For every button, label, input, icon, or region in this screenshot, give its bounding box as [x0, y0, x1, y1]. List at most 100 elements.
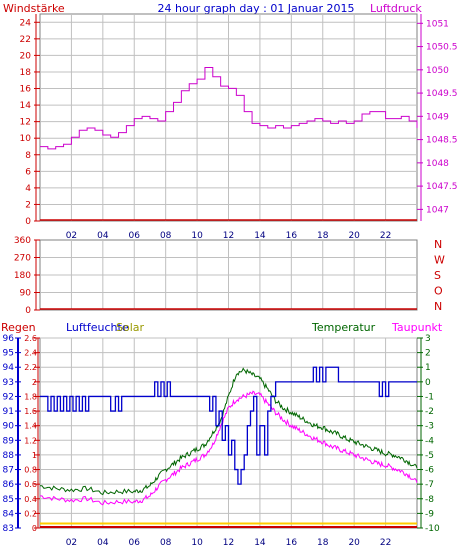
- p3-temp-tick-label: -7: [425, 480, 434, 490]
- direction-label: W: [434, 254, 445, 267]
- p3-humidity-tick-label: 88: [3, 451, 15, 461]
- p1-left-tick-label: 16: [20, 85, 32, 95]
- p1-left-tick-label: 10: [20, 134, 32, 144]
- p1-x-tick-label: 10: [191, 231, 203, 241]
- p3-temp-tick-label: 3: [425, 334, 431, 344]
- p3-humidity-tick-label: 84: [3, 509, 15, 519]
- p3-temp-tick-label: -6: [425, 466, 434, 476]
- p3-temp-tick-label: -10: [425, 524, 440, 534]
- p2-left-tick-label: 270: [14, 254, 31, 264]
- legend-temperature: Temperatur: [311, 321, 376, 334]
- direction-label: N: [434, 238, 442, 251]
- direction-label: O: [434, 285, 443, 298]
- series-lines: [40, 66, 418, 528]
- p1-right-tick-label: 1048.5: [426, 136, 458, 146]
- p1-x-tick-label: 14: [254, 231, 266, 241]
- axis-ticks: 02 04 06 08 10 12 14 16 18 20 22024681012141618202…: [3, 14, 458, 548]
- p3-x-tick-label: 10: [191, 538, 203, 548]
- p3-temp-tick-label: 1: [425, 363, 431, 373]
- direction-label: N: [434, 300, 442, 313]
- p1-x-tick-label: 02: [66, 231, 77, 241]
- p3-humidity-tick-label: 89: [3, 436, 15, 446]
- p1-right-tick-label: 1051: [426, 19, 449, 29]
- p3-x-tick-label: 08: [160, 538, 172, 548]
- p1-x-tick-label: 06: [129, 231, 141, 241]
- p3-temp-tick-label: 2: [425, 349, 431, 359]
- p3-regen-tick-label: 0.8: [24, 466, 37, 475]
- p3-regen-tick-label: 1.6: [24, 407, 37, 416]
- legend-dewpoint: Taupunkt: [391, 321, 443, 334]
- p3-temp-tick-label: -4: [425, 436, 434, 446]
- p3-regen-tick-label: 0.2: [24, 509, 37, 518]
- p1-left-tick-label: 18: [20, 68, 32, 78]
- p1-x-tick-label: 16: [286, 231, 298, 241]
- p3-regen-tick-label: 1.4: [24, 422, 37, 431]
- p3-humidity-tick-label: 92: [3, 392, 14, 402]
- temperature-line: [40, 367, 418, 496]
- p1-left-tick-label: 24: [20, 18, 32, 28]
- p1-right-tick-label: 1049.5: [426, 89, 458, 99]
- p2-left-tick-label: 360: [14, 236, 31, 246]
- p1-right-tick-label: 1047: [426, 205, 449, 215]
- p3-humidity-tick-label: 90: [3, 422, 15, 432]
- p3-x-tick-label: 20: [348, 538, 360, 548]
- p3-regen-tick-label: 0.4: [24, 495, 37, 504]
- p3-regen-tick-label: 1: [32, 451, 37, 460]
- p1-x-tick-label: 22: [380, 231, 391, 241]
- p3-humidity-tick-label: 95: [3, 349, 14, 359]
- p3-regen-tick-label: 2.6: [24, 334, 37, 343]
- p3-regen-tick-label: 0.6: [24, 480, 37, 489]
- header-wind-label: Windstärke: [3, 2, 65, 15]
- legend-regen: Regen: [1, 321, 36, 334]
- p3-x-tick-label: 06: [129, 538, 141, 548]
- p1-right-tick-label: 1048: [426, 159, 449, 169]
- direction-label: S: [434, 269, 441, 282]
- p3-temp-tick-label: 0: [425, 378, 431, 388]
- p3-regen-tick-label: 2.2: [24, 363, 37, 372]
- pressure-line: [40, 66, 418, 150]
- p1-left-tick-label: 6: [25, 167, 31, 177]
- p1-x-tick-label: 12: [223, 231, 234, 241]
- p3-regen-tick-label: 1.8: [24, 392, 37, 401]
- p3-temp-tick-label: -2: [425, 407, 434, 417]
- dewpoint-line: [40, 390, 418, 506]
- p3-regen-tick-label: 0: [32, 524, 37, 533]
- p3-x-tick-label: 16: [286, 538, 298, 548]
- p1-left-tick-label: 12: [20, 118, 31, 128]
- p1-left-tick-label: 22: [20, 35, 31, 45]
- legend-solar: Solar: [116, 321, 145, 334]
- p1-right-tick-label: 1049: [426, 112, 449, 122]
- p3-humidity-tick-label: 87: [3, 466, 14, 476]
- p3-humidity-tick-label: 83: [3, 524, 14, 534]
- p3-regen-tick-label: 2.4: [24, 349, 37, 358]
- p1-right-tick-label: 1050.5: [426, 43, 458, 53]
- p1-right-tick-label: 1047.5: [426, 182, 458, 192]
- p3-regen-tick-label: 1.2: [24, 436, 37, 445]
- p1-x-tick-label: 20: [348, 231, 360, 241]
- p2-left-tick-label: 90: [20, 289, 32, 299]
- p3-x-tick-label: 12: [223, 538, 234, 548]
- p3-x-tick-label: 14: [254, 538, 266, 548]
- p3-x-tick-label: 22: [380, 538, 391, 548]
- p3-humidity-tick-label: 85: [3, 495, 14, 505]
- p3-x-tick-label: 02: [66, 538, 77, 548]
- p2-left-tick-label: 0: [25, 306, 31, 316]
- p3-x-tick-label: 18: [317, 538, 329, 548]
- p1-left-tick-label: 2: [25, 200, 31, 210]
- p1-x-tick-label: 08: [160, 231, 172, 241]
- p1-left-tick-label: 14: [20, 101, 32, 111]
- p3-temp-tick-label: -8: [425, 495, 434, 505]
- p1-left-tick-label: 4: [25, 184, 31, 194]
- legend-humidity: Luftfeuchte: [66, 321, 129, 334]
- header-title: 24 hour graph day : 01 Januar 2015: [158, 2, 355, 15]
- p3-temp-tick-label: -3: [425, 422, 434, 432]
- p1-right-tick-label: 1050: [426, 66, 449, 76]
- p1-left-tick-label: 0: [25, 217, 31, 227]
- humidity-line: [40, 366, 417, 485]
- header-pressure-label: Luftdruck: [370, 2, 422, 15]
- p3-humidity-tick-label: 93: [3, 378, 14, 388]
- p1-x-tick-label: 18: [317, 231, 329, 241]
